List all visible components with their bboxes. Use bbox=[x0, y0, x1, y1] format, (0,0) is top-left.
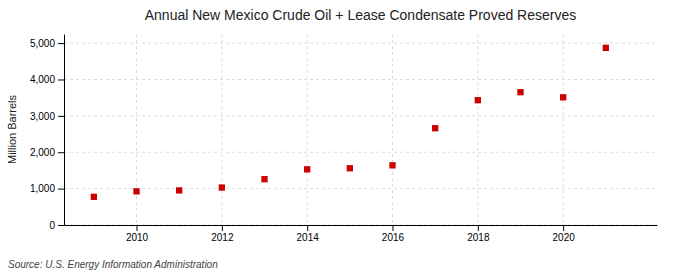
y-grid-line bbox=[64, 152, 657, 153]
x-axis: 2010 2012 2014 2016 2018 2020 bbox=[65, 225, 658, 243]
x-tick: 2010 bbox=[126, 225, 149, 243]
y-grid-line bbox=[64, 43, 657, 44]
x-tick: 2014 bbox=[297, 225, 320, 243]
y-tick-label: 2,000 bbox=[30, 147, 55, 158]
y-tick-mark bbox=[58, 225, 64, 226]
y-tick-mark bbox=[58, 189, 64, 190]
x-tick-mark bbox=[563, 225, 564, 231]
y-tick-mark bbox=[58, 43, 64, 44]
y-grid-line bbox=[64, 79, 657, 80]
point bbox=[91, 194, 97, 200]
x-grid-line bbox=[392, 34, 393, 225]
x-grid-line bbox=[307, 34, 308, 225]
point bbox=[603, 45, 609, 51]
point bbox=[347, 165, 353, 171]
x-tick-mark bbox=[478, 225, 479, 231]
y-tick-label: 5,000 bbox=[30, 38, 55, 49]
x-grid-line bbox=[477, 34, 478, 225]
y-tick-mark bbox=[58, 116, 64, 117]
point bbox=[219, 184, 225, 190]
point bbox=[176, 187, 182, 193]
y-grid-line bbox=[64, 188, 657, 189]
x-tick-mark bbox=[222, 225, 223, 231]
y-tick-label: 3,000 bbox=[30, 111, 55, 122]
x-tick-label: 2016 bbox=[382, 232, 405, 243]
x-grid-line bbox=[221, 34, 222, 225]
x-tick-mark bbox=[307, 225, 308, 231]
x-grid-line bbox=[563, 34, 564, 225]
grid bbox=[64, 34, 657, 225]
point bbox=[432, 125, 438, 131]
y-grid-line bbox=[64, 225, 657, 226]
point bbox=[475, 97, 481, 103]
x-axis-line bbox=[65, 225, 658, 226]
x-tick: 2020 bbox=[553, 225, 576, 243]
y-grid-line bbox=[64, 115, 657, 116]
y-tick: 1,000 bbox=[30, 183, 64, 194]
y-tick-label: 1,000 bbox=[30, 183, 55, 194]
y-tick-label: 4,000 bbox=[30, 74, 55, 85]
y-axis: 0 1,000 2,000 3,000 4,000 5,000 bbox=[30, 35, 65, 231]
y-tick: 0 bbox=[49, 220, 64, 231]
x-tick-mark bbox=[392, 225, 393, 231]
x-tick: 2018 bbox=[467, 225, 490, 243]
y-tick: 4,000 bbox=[30, 74, 64, 85]
x-tick-label: 2020 bbox=[553, 232, 576, 243]
y-axis-line bbox=[64, 35, 65, 226]
y-axis-label: Million Barrels bbox=[6, 94, 18, 164]
marks bbox=[91, 45, 609, 200]
y-tick: 3,000 bbox=[30, 111, 64, 122]
y-tick-mark bbox=[58, 79, 64, 80]
chart: 2010 2012 2014 2016 2018 2020 0 1,000 2,000 3,000… bbox=[0, 0, 675, 275]
y-tick-mark bbox=[58, 152, 64, 153]
x-tick-label: 2012 bbox=[211, 232, 234, 243]
point bbox=[304, 166, 310, 172]
y-tick: 2,000 bbox=[30, 147, 64, 158]
point bbox=[560, 94, 566, 100]
x-tick-label: 2014 bbox=[297, 232, 320, 243]
x-tick-label: 2018 bbox=[467, 232, 490, 243]
point bbox=[517, 89, 523, 95]
x-tick-label: 2010 bbox=[126, 232, 149, 243]
point bbox=[261, 176, 267, 182]
x-tick: 2012 bbox=[211, 225, 234, 243]
x-grid-line bbox=[136, 34, 137, 225]
source-note: Source: U.S. Energy Information Administ… bbox=[8, 259, 218, 270]
y-tick-label: 0 bbox=[49, 220, 55, 231]
x-tick: 2016 bbox=[382, 225, 405, 243]
title: Annual New Mexico Crude Oil + Lease Cond… bbox=[145, 7, 577, 23]
plot-area: 2010 2012 2014 2016 2018 2020 0 1,000 2,000 3,000… bbox=[30, 34, 658, 243]
x-tick-mark bbox=[137, 225, 138, 231]
point bbox=[133, 188, 139, 194]
point bbox=[389, 162, 395, 168]
y-tick: 5,000 bbox=[30, 38, 64, 49]
